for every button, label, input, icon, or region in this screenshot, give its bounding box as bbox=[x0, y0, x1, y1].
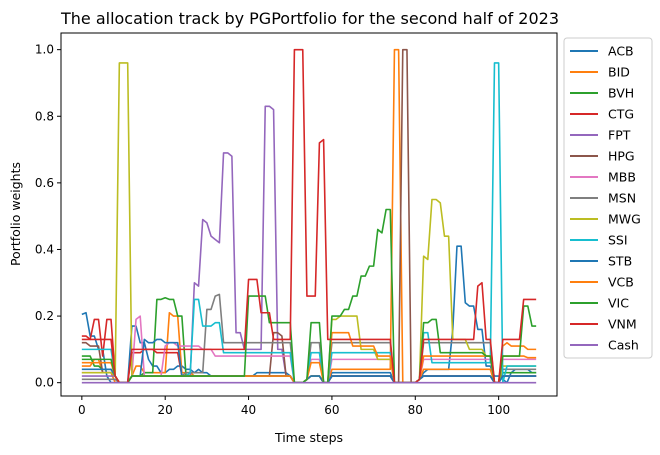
series-layer bbox=[81, 48, 537, 384]
chart-title: The allocation track by PGPortfolio for … bbox=[60, 9, 559, 28]
legend-label-ssi: SSI bbox=[608, 233, 628, 248]
legend-label-cash: Cash bbox=[608, 338, 639, 353]
legend-items: ACB BID BVH CTG FPT HPG MBB MSN MWG SSI STB VCB VIC V… bbox=[570, 44, 641, 353]
legend: ACB BID BVH CTG FPT HPG MBB MSN MWG SSI STB VCB VIC V… bbox=[563, 37, 653, 359]
legend-label-stb: STB bbox=[608, 254, 632, 269]
legend-label-vnm: VNM bbox=[608, 317, 637, 332]
y-tick-label: 0.8 bbox=[35, 109, 54, 123]
y-axis: 0.0 0.2 0.4 0.6 0.8 1.0 bbox=[35, 43, 61, 390]
x-axis-label: Time steps bbox=[274, 430, 343, 445]
x-tick-label: 80 bbox=[408, 403, 423, 417]
legend-label-msn: MSN bbox=[608, 191, 636, 206]
legend-label-bid: BID bbox=[608, 65, 630, 80]
series-line-vic bbox=[81, 208, 537, 384]
legend-box bbox=[563, 37, 653, 359]
x-tick-label: 40 bbox=[241, 403, 256, 417]
legend-label-mwg: MWG bbox=[608, 212, 641, 227]
y-tick-label: 0.4 bbox=[35, 242, 54, 256]
legend-label-vic: VIC bbox=[608, 296, 629, 311]
legend-label-ctg: CTG bbox=[608, 107, 634, 122]
y-axis-label: Portfolio weights bbox=[8, 162, 23, 266]
legend-label-acb: ACB bbox=[608, 44, 634, 59]
y-tick-label: 0.6 bbox=[35, 176, 54, 190]
x-axis: 0 20 40 60 80 100 bbox=[78, 396, 510, 417]
y-tick-label: 0.2 bbox=[35, 309, 54, 323]
y-tick-label: 0.0 bbox=[35, 376, 54, 390]
legend-label-fpt: FPT bbox=[608, 128, 631, 143]
legend-label-mbb: MBB bbox=[608, 170, 636, 185]
legend-label-hpg: HPG bbox=[608, 149, 635, 164]
x-tick-label: 0 bbox=[78, 403, 86, 417]
y-tick-label: 1.0 bbox=[35, 43, 54, 57]
legend-label-vcb: VCB bbox=[608, 275, 634, 290]
series-line-stb bbox=[81, 338, 537, 384]
x-tick-label: 100 bbox=[487, 403, 510, 417]
x-tick-label: 20 bbox=[158, 403, 173, 417]
plot-area: 0 20 40 60 80 100 0.0 0.2 0.4 0.6 0.8 1.0 bbox=[35, 32, 558, 417]
x-tick-label: 60 bbox=[324, 403, 339, 417]
legend-label-bvh: BVH bbox=[608, 86, 634, 101]
series-line-vnm bbox=[81, 48, 537, 384]
